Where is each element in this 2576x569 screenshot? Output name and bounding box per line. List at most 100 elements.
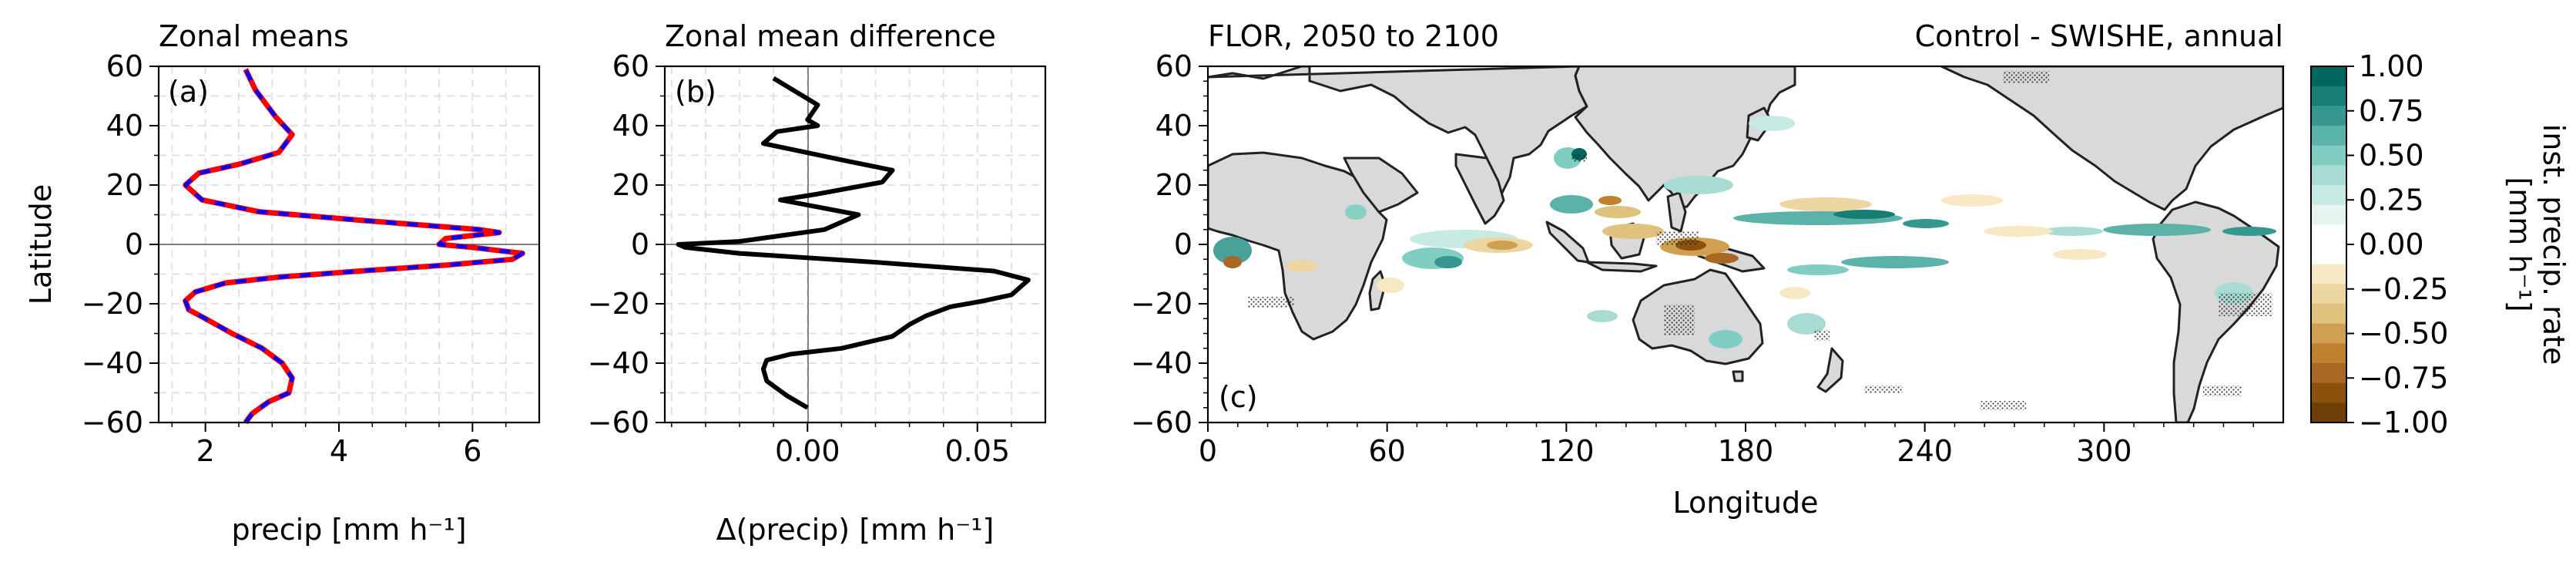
panel-c-ytick-label: 20 bbox=[1156, 168, 1192, 202]
panel-b-series-1-line bbox=[676, 76, 1031, 410]
panel-a-ytick-label: −40 bbox=[82, 346, 143, 380]
map-land bbox=[1208, 66, 2283, 423]
colorbar-cell bbox=[2311, 126, 2346, 146]
panel-a-ytick-label: −20 bbox=[82, 287, 143, 321]
colorbar-label-line-2: [mm h⁻¹] bbox=[2503, 177, 2537, 311]
colorbar-ticks: 1.00 0.75 0.50 0.25 0.00 −0.25 −0.50 −0.75 −1.00 bbox=[2346, 49, 2448, 439]
colorbar-tick-label: −0.50 bbox=[2359, 317, 2448, 351]
panel-a-ytick-label: 0 bbox=[125, 227, 143, 261]
anomaly-neg bbox=[1705, 253, 1739, 264]
colorbar-cell bbox=[2311, 145, 2346, 166]
panel-b-ytick-label: −60 bbox=[588, 406, 649, 439]
panel-a-title: Zonal means bbox=[159, 19, 349, 53]
panel-c-title-right: Control - SWISHE, annual bbox=[1915, 19, 2283, 53]
panel-b-lines bbox=[676, 76, 1031, 410]
anomaly-pos bbox=[1709, 330, 1742, 348]
stipple-patch bbox=[1656, 231, 1699, 245]
panel-b: 0.00 0.05 −60 −40 −20 0 20 40 60 Zonal mean diff… bbox=[588, 19, 1047, 547]
colorbar-label: inst. precip. rate [mm h⁻¹] bbox=[2503, 124, 2571, 365]
land-tasmania bbox=[1732, 370, 1744, 382]
panel-a-xlabel: precip [mm h⁻¹] bbox=[231, 513, 466, 547]
land-java bbox=[1585, 261, 1658, 273]
panel-a-ticks: 2 4 6 −60 −40 −20 0 20 40 60 bbox=[82, 49, 507, 468]
colorbar-cell bbox=[2311, 323, 2346, 344]
stipple-patch bbox=[1664, 305, 1695, 335]
anomaly-neg bbox=[1377, 278, 1404, 293]
panel-a-series-2-line bbox=[183, 68, 525, 424]
land-north-america bbox=[1940, 66, 2283, 211]
panel-c-ytick-label: 0 bbox=[1174, 227, 1192, 261]
colorbar-cell bbox=[2311, 304, 2346, 325]
panel-a-label: (a) bbox=[168, 75, 209, 109]
anomaly-neg bbox=[1487, 241, 1518, 250]
anomaly-neg bbox=[1223, 256, 1242, 268]
anomaly-pos bbox=[1903, 219, 1949, 228]
colorbar-tick-label: 0.50 bbox=[2359, 139, 2424, 173]
colorbar-cell bbox=[2311, 106, 2346, 126]
panel-c-label: (c) bbox=[1219, 380, 1258, 414]
colorbar-tick-label: −0.75 bbox=[2359, 361, 2448, 395]
panel-b-ytick-label: 0 bbox=[631, 227, 649, 261]
stipple-patch bbox=[1814, 330, 1830, 341]
anomaly-pos bbox=[1434, 256, 1462, 268]
panel-c-xtick-label: 180 bbox=[1718, 434, 1774, 468]
stipple-patch bbox=[1980, 401, 2026, 410]
anomaly-pos bbox=[1587, 310, 1618, 322]
anomaly-pos bbox=[2041, 227, 2103, 236]
colorbar-tick-label: −0.25 bbox=[2359, 272, 2448, 306]
panel-a-xtick-label: 2 bbox=[196, 434, 215, 468]
colorbar-tick-label: −1.00 bbox=[2359, 406, 2448, 439]
land-philippines bbox=[1666, 191, 1687, 233]
stipple-patch bbox=[1571, 154, 1587, 162]
anomaly-pos bbox=[1345, 204, 1367, 220]
panel-a-xtick-label: 4 bbox=[330, 434, 348, 468]
panel-b-xtick-label: 0.00 bbox=[775, 434, 840, 468]
panel-a-ytick-label: 60 bbox=[106, 49, 143, 83]
anomaly-pos bbox=[1550, 195, 1593, 214]
anomaly-neg bbox=[1598, 196, 1622, 205]
land-africa bbox=[1208, 151, 1388, 341]
colorbar-tick-label: 0.75 bbox=[2359, 94, 2424, 128]
anomaly-pos bbox=[1833, 210, 1895, 219]
anomaly-pos bbox=[1841, 256, 1949, 268]
land-nz bbox=[1816, 347, 1844, 393]
land-arabia bbox=[1343, 157, 1419, 214]
anomaly-neg bbox=[1779, 287, 1810, 299]
panel-a-ytick-label: 40 bbox=[106, 109, 143, 143]
panel-a-ylabel: Latitude bbox=[24, 184, 58, 305]
colorbar-cell bbox=[2311, 165, 2346, 186]
panel-c-ticks: 0 60 120 180 240 300 −60 −40 −20 0 20 40 60 bbox=[1131, 49, 2254, 468]
colorbar-tick-label: 1.00 bbox=[2359, 49, 2424, 83]
anomaly-pos bbox=[1787, 264, 1849, 275]
land-eurasia-africa bbox=[1208, 66, 1588, 194]
panel-c-xlabel: Longitude bbox=[1673, 486, 1819, 520]
anomaly-neg bbox=[1941, 194, 2003, 207]
panel-b-label: (b) bbox=[675, 75, 716, 109]
panel-c-xtick-label: 300 bbox=[2076, 434, 2132, 468]
panel-b-ytick-label: −40 bbox=[588, 346, 649, 380]
panel-c-ytick-label: −60 bbox=[1131, 406, 1192, 439]
anomaly-pos bbox=[1749, 116, 1795, 131]
panel-c-ytick-label: 40 bbox=[1156, 109, 1192, 143]
panel-c-ytick-label: −40 bbox=[1131, 346, 1192, 380]
anomaly-neg bbox=[1286, 260, 1317, 272]
stipple-patch bbox=[2219, 293, 2272, 316]
colorbar-cell bbox=[2311, 224, 2346, 245]
panel-c-xtick-label: 0 bbox=[1199, 434, 1217, 468]
colorbar-cell bbox=[2311, 185, 2346, 206]
stipple-patch bbox=[2203, 386, 2242, 396]
colorbar-tick-label: 0.25 bbox=[2359, 183, 2424, 217]
anomaly-patches bbox=[1213, 116, 2276, 348]
panel-c-ytick-label: −20 bbox=[1131, 287, 1192, 321]
panel-a-ytick-label: 20 bbox=[106, 168, 143, 202]
panel-a: 2 4 6 −60 −40 −20 0 20 40 60 Zonal means (a) prec… bbox=[24, 19, 541, 547]
colorbar-cell bbox=[2311, 204, 2346, 225]
panel-b-xlabel: Δ(precip) [mm h⁻¹] bbox=[716, 513, 995, 547]
colorbar-cell bbox=[2311, 363, 2346, 384]
anomaly-neg bbox=[1595, 206, 1641, 218]
colorbar: 1.00 0.75 0.50 0.25 0.00 −0.25 −0.50 −0.75 −1.00… bbox=[2310, 49, 2571, 439]
colorbar-cell bbox=[2311, 86, 2346, 106]
panel-a-xtick-label: 6 bbox=[463, 434, 481, 468]
land-india bbox=[1454, 153, 1505, 225]
